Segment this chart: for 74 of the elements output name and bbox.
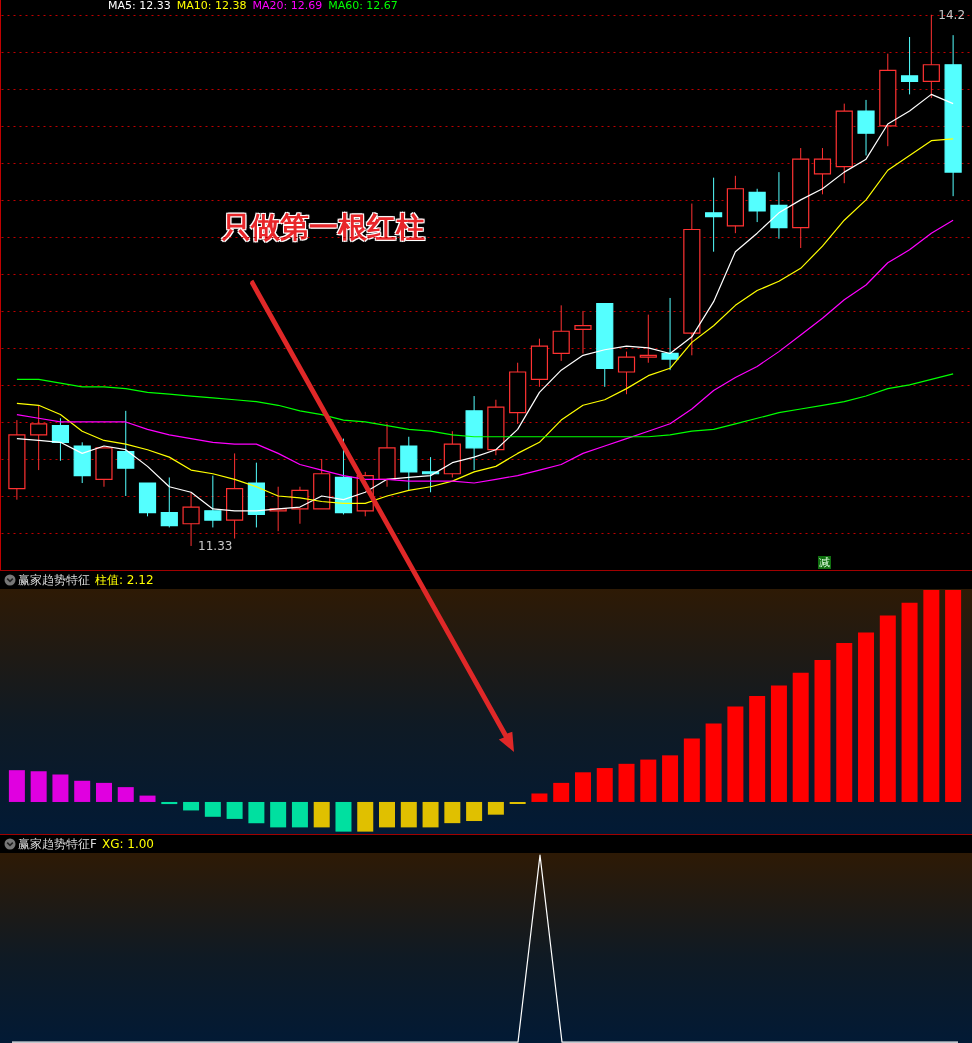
bar	[531, 793, 548, 802]
chart-subtitle: XG: 1.00	[101, 837, 155, 851]
bar	[52, 774, 69, 802]
bar	[400, 801, 417, 828]
bar	[183, 801, 200, 811]
bar	[662, 755, 679, 802]
bar	[8, 770, 25, 802]
candlestick	[770, 171, 788, 240]
bar	[487, 801, 504, 815]
bar	[444, 801, 461, 824]
candlestick	[857, 99, 875, 156]
candlestick	[30, 404, 48, 471]
bar	[727, 706, 744, 802]
candlestick	[661, 297, 679, 371]
chart-title: 赢家趋势特征	[18, 573, 90, 587]
bar	[204, 801, 221, 817]
bar	[95, 782, 112, 802]
bar	[291, 801, 308, 828]
candlestick	[639, 314, 657, 364]
bar	[30, 771, 47, 802]
bar	[139, 795, 156, 802]
candlestick	[617, 351, 636, 395]
bar	[161, 801, 178, 805]
annotation: 只做第一根红柱	[222, 209, 425, 246]
candlestick	[813, 147, 832, 195]
bar	[509, 801, 526, 805]
bar	[379, 801, 396, 828]
bar	[923, 590, 940, 802]
bar	[596, 768, 613, 802]
candlestick	[182, 491, 200, 547]
text: MA20: 12.69	[252, 0, 323, 12]
bar	[335, 801, 352, 832]
bar	[814, 659, 831, 802]
candlestick	[574, 310, 592, 354]
bar	[74, 780, 91, 802]
candlestick	[204, 475, 222, 528]
text: MA10: 12.38	[176, 0, 247, 12]
bar	[770, 685, 787, 802]
bar	[466, 801, 483, 822]
chart-title: 赢家趋势特征F	[18, 837, 97, 851]
bar	[640, 759, 657, 802]
bar	[226, 801, 243, 819]
bar	[858, 632, 875, 802]
annotation: 11.33	[198, 538, 233, 553]
candlestick	[748, 188, 766, 223]
annotation: 14.2	[938, 7, 966, 22]
candlestick	[51, 417, 70, 462]
candlestick	[117, 410, 135, 497]
bar	[248, 801, 265, 824]
text: MA5: 12.33	[108, 0, 171, 12]
candlestick	[160, 476, 178, 528]
bar	[357, 801, 374, 832]
bar	[792, 672, 809, 802]
bar	[749, 696, 766, 802]
chart-subtitle: 柱值: 2.12	[95, 573, 154, 587]
bar	[901, 602, 918, 802]
candlestick	[552, 304, 570, 362]
candlestick	[922, 14, 940, 99]
bar	[422, 801, 439, 828]
bar	[879, 615, 896, 802]
bar	[270, 801, 287, 828]
bar	[618, 763, 635, 802]
annotation: 减	[818, 556, 831, 569]
bar	[553, 782, 570, 802]
bar	[945, 590, 962, 802]
bar	[117, 787, 134, 802]
candlestick	[900, 36, 919, 95]
bar	[313, 801, 330, 828]
bar	[683, 738, 700, 802]
bar	[836, 643, 853, 802]
text: MA60: 12.67	[328, 0, 398, 12]
bar	[705, 723, 722, 802]
bar	[574, 772, 591, 802]
candlestick	[705, 177, 723, 253]
